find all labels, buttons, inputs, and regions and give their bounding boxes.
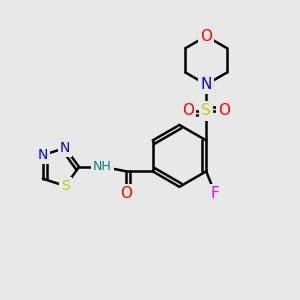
Text: S: S — [61, 179, 70, 193]
Text: N: N — [60, 141, 70, 155]
Text: S: S — [201, 103, 211, 118]
Text: O: O — [200, 29, 212, 44]
Text: O: O — [120, 186, 132, 201]
Text: F: F — [211, 186, 219, 201]
Text: N: N — [38, 148, 48, 162]
Text: N: N — [200, 77, 212, 92]
Text: NH: NH — [93, 160, 112, 173]
Text: O: O — [182, 103, 194, 118]
Text: O: O — [218, 103, 230, 118]
